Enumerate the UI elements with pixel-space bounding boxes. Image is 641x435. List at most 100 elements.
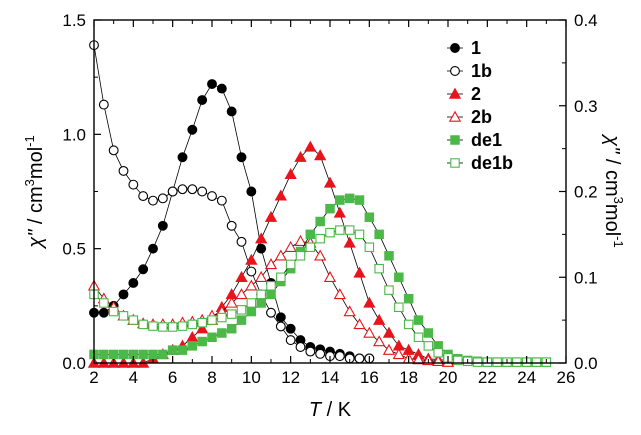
y-left-tick-label: 0.5: [62, 240, 86, 259]
legend-marker: [450, 135, 460, 145]
data-point-de1b: [217, 312, 227, 323]
data-point-1: [157, 220, 168, 231]
data-point-2b: [343, 305, 356, 317]
x-axis-title-var: T: [309, 399, 323, 421]
data-point-2: [186, 330, 199, 342]
data-point-1b: [128, 179, 139, 190]
data-point-2b: [353, 318, 366, 330]
x-tick-label: 14: [321, 368, 340, 387]
data-point-1: [148, 243, 158, 254]
data-point-de1b: [384, 285, 394, 295]
data-point-de1b: [512, 357, 522, 367]
data-point-de1: [177, 345, 188, 355]
x-tick-label: 4: [129, 368, 138, 387]
data-point-de1: [246, 306, 257, 317]
legend-marker: [448, 110, 462, 122]
axis-titles: T / Kχ" / cm3mol-1 χ" / cm3mol-1: [22, 133, 626, 421]
data-point-de1b: [315, 233, 325, 244]
data-point-de1: [403, 293, 414, 304]
legend-item-1b: 1b: [447, 61, 492, 81]
data-point-1: [118, 289, 129, 300]
data-point-de1: [167, 345, 178, 355]
data-point-de1: [315, 216, 325, 227]
x-tick-label: 12: [281, 368, 300, 387]
data-point-1: [138, 264, 149, 275]
data-point-1: [246, 186, 257, 197]
legend-item-2: 2: [447, 84, 481, 104]
data-point-1b: [207, 191, 217, 202]
data-point-de1b: [374, 263, 384, 274]
y-right-tick-label: 0.1: [574, 268, 598, 287]
data-point-de1: [256, 298, 266, 308]
data-point-de1: [217, 328, 227, 338]
data-point-1b: [98, 99, 109, 110]
data-point-de1: [374, 229, 384, 240]
data-point-de1: [423, 328, 434, 338]
legend-label: de1: [471, 130, 502, 150]
data-point-1b: [295, 342, 306, 352]
y-right-tick-label: 0.3: [574, 97, 598, 116]
series-line-2: [94, 146, 449, 364]
x-tick-label: 18: [399, 368, 418, 387]
y-right-axis-title-sup: 3: [611, 197, 626, 204]
data-point-1b: [187, 184, 198, 195]
data-point-de1b: [344, 225, 355, 235]
data-point-de1b: [256, 289, 266, 300]
y-right-axis-title-var: χ": [601, 133, 623, 154]
data-point-1b: [285, 335, 296, 346]
data-point-2: [264, 210, 278, 222]
legend: 1 1b 2 2b de1 de1b: [447, 38, 513, 173]
data-point-de1: [148, 349, 158, 360]
data-point-2: [196, 322, 209, 334]
data-point-de1b: [305, 242, 316, 252]
data-point-2b: [274, 249, 287, 261]
data-point-2b: [373, 335, 386, 347]
data-point-1: [98, 307, 109, 318]
data-point-2b: [382, 343, 396, 355]
data-point-de1b: [158, 322, 168, 332]
data-point-de1b: [246, 298, 257, 308]
x-tick-label: 22: [478, 368, 497, 387]
data-point-de1b: [364, 242, 375, 252]
data-point-de1b: [138, 319, 148, 330]
data-point-de1: [187, 341, 198, 351]
y-left-axis-title-sup: 3: [22, 179, 37, 186]
x-tick-label: 20: [439, 368, 458, 387]
y-left-axis-title-tail: mol: [25, 147, 47, 179]
y-right-tick-label: 0.4: [574, 11, 598, 30]
data-point-2b: [245, 279, 258, 291]
data-point-de1b: [167, 322, 178, 332]
data-point-de1b: [128, 315, 139, 325]
x-tick-label: 26: [557, 368, 576, 387]
data-point-de1b: [394, 302, 404, 313]
data-point-1b: [148, 195, 158, 206]
data-point-1b: [216, 195, 227, 206]
data-point-2b: [235, 288, 248, 300]
data-point-de1b: [108, 306, 119, 317]
data-point-de1b: [325, 227, 335, 238]
legend-label: 2: [471, 84, 481, 104]
data-point-de1: [266, 289, 276, 300]
y-left-axis-title-sup2: -1: [22, 135, 37, 147]
legend-label: 1b: [471, 61, 492, 81]
data-point-de1: [138, 349, 148, 360]
data-point-2b: [314, 249, 327, 261]
data-point-2b: [363, 326, 376, 338]
y-right-axis-title-tail: mol: [601, 204, 623, 236]
data-point-de1b: [492, 357, 502, 367]
data-point-de1: [335, 195, 345, 205]
data-point-de1: [364, 212, 375, 222]
data-point-de1b: [118, 311, 129, 321]
legend-item-1: 1: [447, 38, 481, 58]
data-point-2b: [392, 348, 405, 360]
legend-label: 2b: [471, 107, 492, 127]
legend-item-2b: 2b: [447, 107, 492, 127]
data-point-de1b: [403, 319, 414, 330]
y-left-axis-title-unit: / cm: [25, 186, 47, 229]
data-point-1b: [275, 321, 286, 332]
data-point-de1b: [472, 357, 483, 367]
y-left-tick-label: 1.5: [62, 11, 86, 30]
x-tick-label: 6: [168, 368, 177, 387]
data-point-de1: [118, 349, 129, 360]
data-point-de1b: [295, 251, 306, 261]
